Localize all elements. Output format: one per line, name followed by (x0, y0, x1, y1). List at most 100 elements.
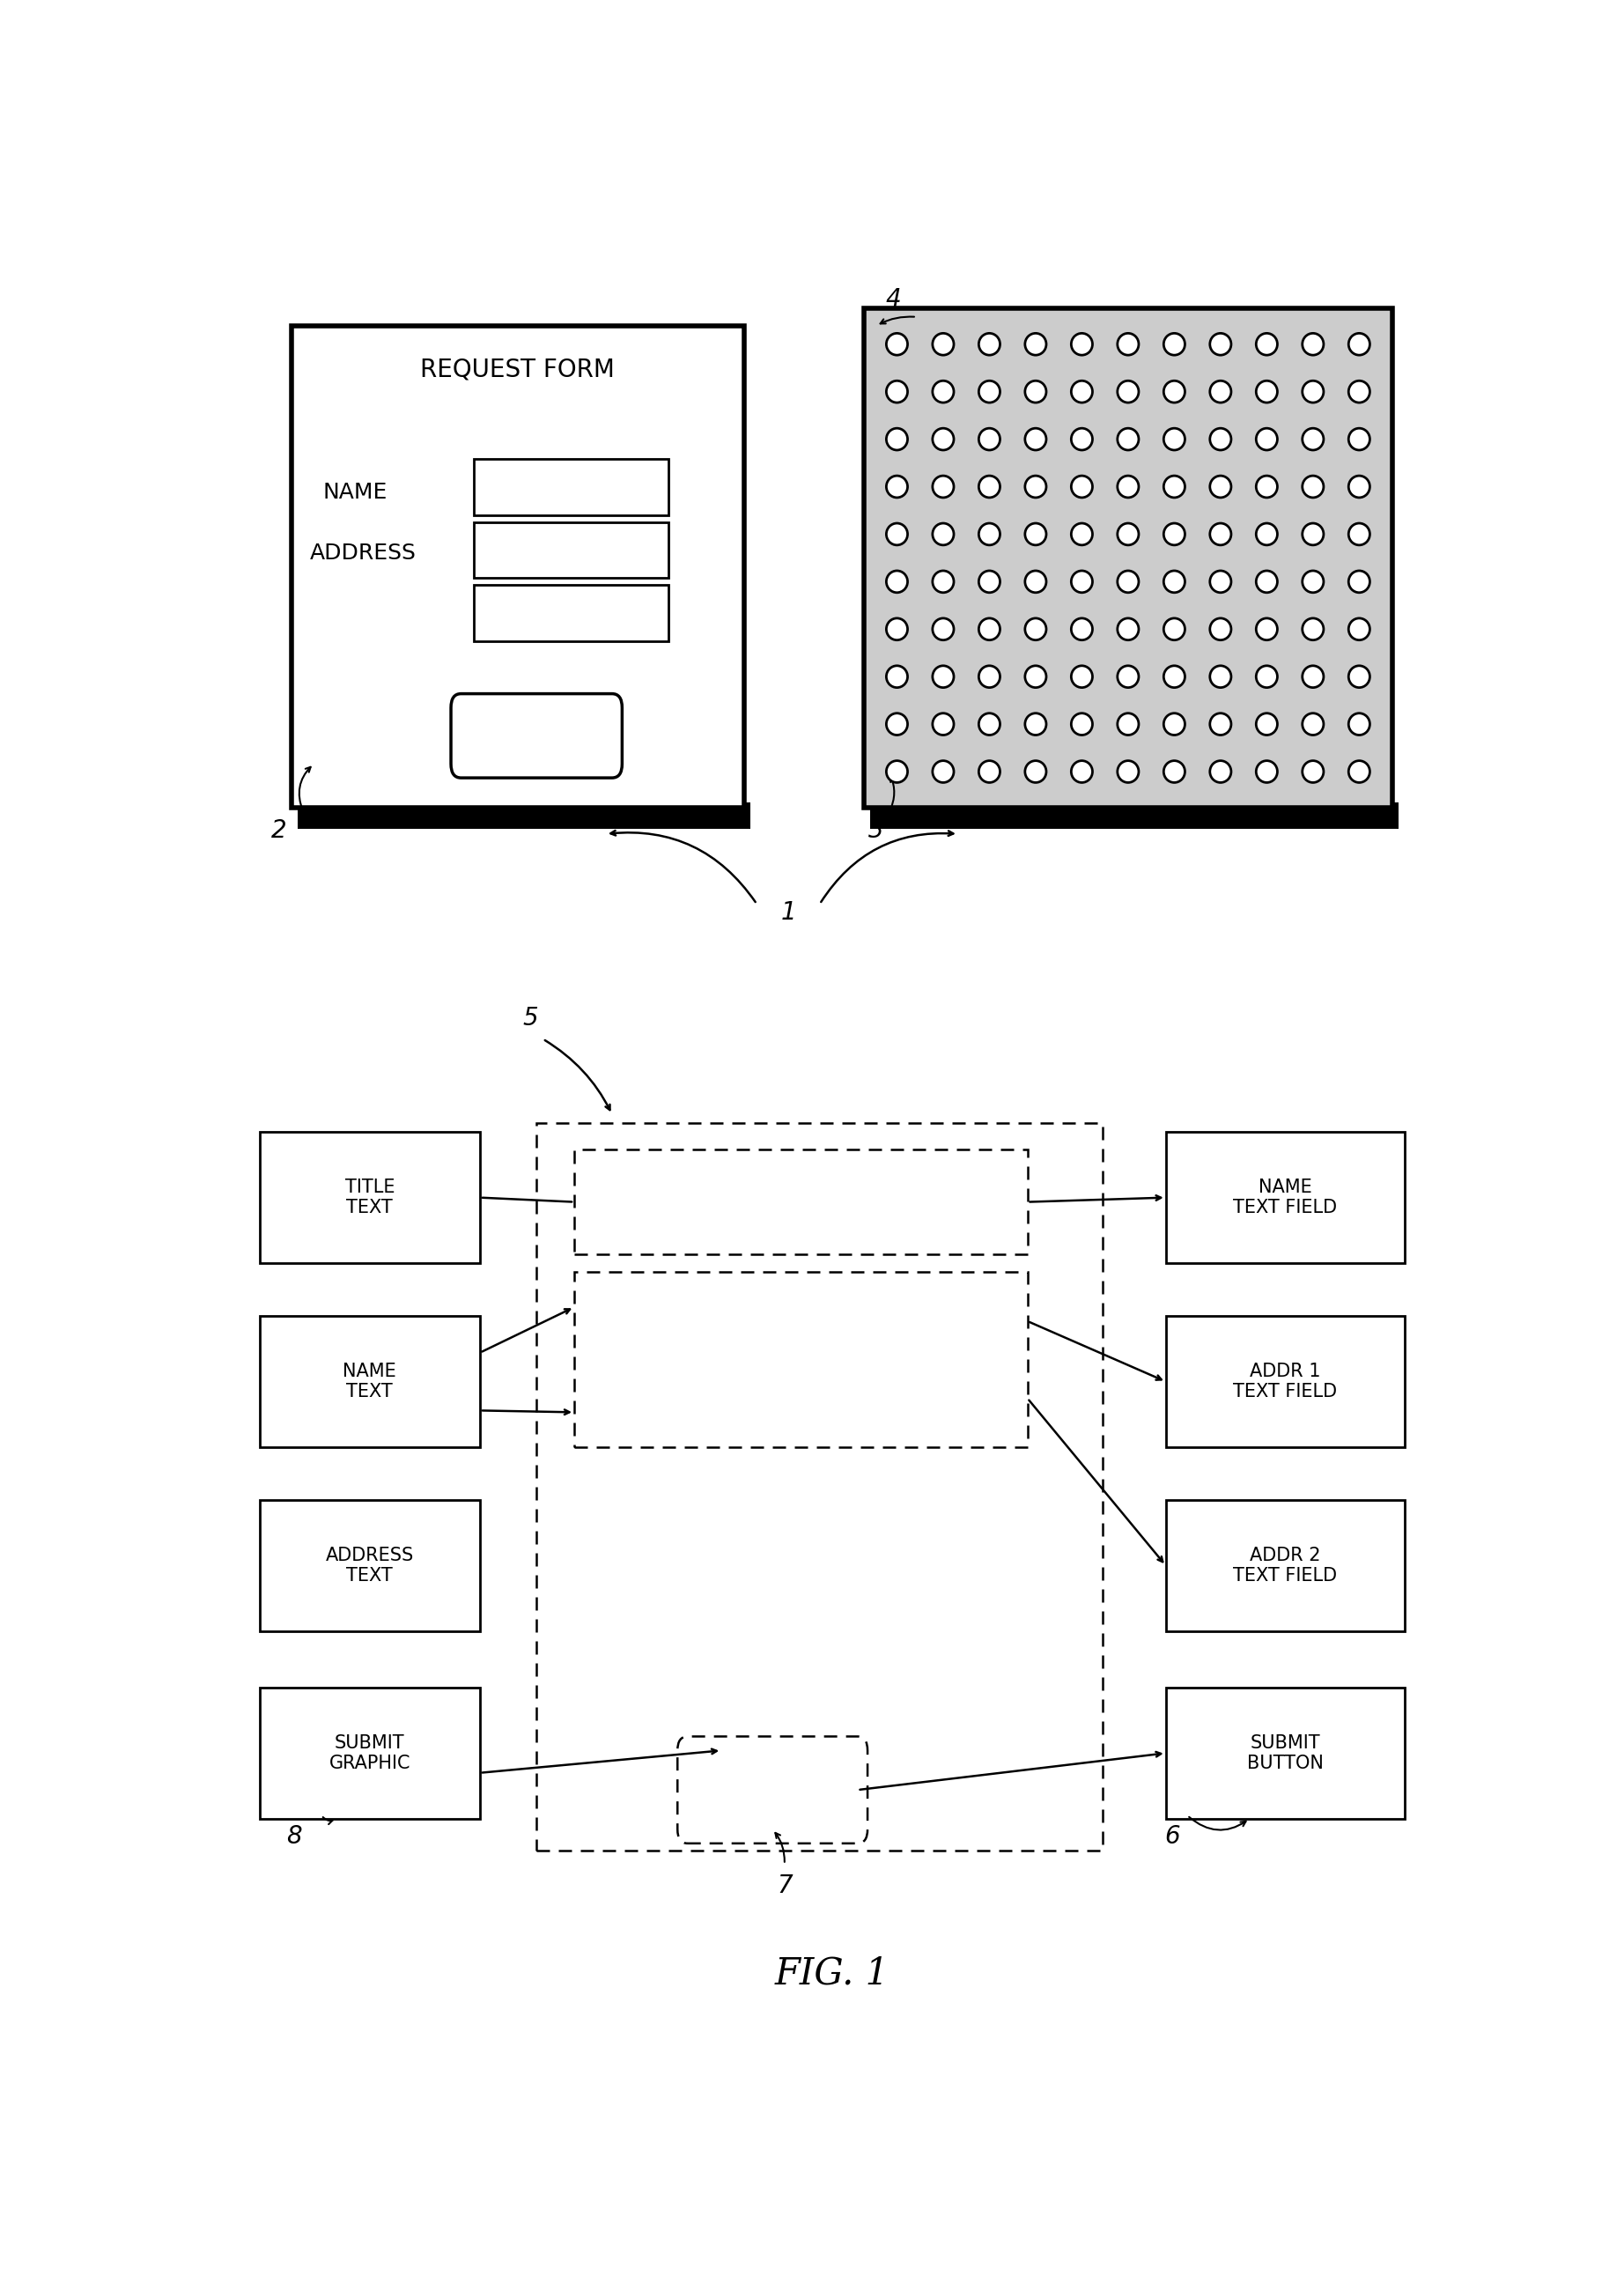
Ellipse shape (1302, 523, 1324, 544)
Bar (864, 307, 1392, 808)
Ellipse shape (1117, 428, 1138, 451)
Bar (474, 460, 669, 514)
Ellipse shape (979, 619, 1000, 640)
Ellipse shape (1164, 712, 1186, 735)
Ellipse shape (1025, 428, 1046, 451)
Ellipse shape (1164, 523, 1186, 544)
Ellipse shape (1117, 332, 1138, 355)
Ellipse shape (979, 665, 1000, 687)
Text: 7: 7 (776, 1873, 793, 1898)
Ellipse shape (1072, 712, 1093, 735)
Text: 5: 5 (523, 1006, 538, 1031)
Ellipse shape (887, 619, 908, 640)
Ellipse shape (887, 665, 908, 687)
Ellipse shape (979, 523, 1000, 544)
Bar (291, 325, 744, 808)
Ellipse shape (979, 332, 1000, 355)
Ellipse shape (1164, 428, 1186, 451)
Ellipse shape (979, 428, 1000, 451)
Ellipse shape (1255, 332, 1278, 355)
Text: 3: 3 (869, 817, 883, 842)
Bar (1166, 1687, 1405, 1819)
Text: SUBMIT: SUBMIT (499, 726, 573, 744)
Ellipse shape (1072, 380, 1093, 403)
Ellipse shape (1025, 523, 1046, 544)
Text: ADDRESS: ADDRESS (310, 544, 416, 564)
Bar (260, 1131, 481, 1263)
Ellipse shape (1072, 428, 1093, 451)
Ellipse shape (1072, 619, 1093, 640)
Ellipse shape (887, 523, 908, 544)
Ellipse shape (979, 380, 1000, 403)
Bar (1166, 1500, 1405, 1632)
Ellipse shape (1072, 332, 1093, 355)
Ellipse shape (932, 523, 953, 544)
Ellipse shape (1348, 665, 1369, 687)
Ellipse shape (1302, 619, 1324, 640)
Ellipse shape (1164, 332, 1186, 355)
Ellipse shape (1255, 380, 1278, 403)
Ellipse shape (1348, 476, 1369, 498)
Bar (474, 585, 669, 642)
Ellipse shape (1164, 380, 1186, 403)
Ellipse shape (887, 380, 908, 403)
Ellipse shape (1164, 476, 1186, 498)
Text: NAME
TEXT: NAME TEXT (343, 1363, 396, 1400)
Ellipse shape (1210, 428, 1231, 451)
Text: SUBMIT
GRAPHIC: SUBMIT GRAPHIC (330, 1734, 411, 1773)
Ellipse shape (932, 332, 953, 355)
Ellipse shape (1164, 619, 1186, 640)
Ellipse shape (887, 571, 908, 592)
Ellipse shape (1164, 571, 1186, 592)
Ellipse shape (1255, 523, 1278, 544)
Ellipse shape (932, 665, 953, 687)
Ellipse shape (1210, 712, 1231, 735)
Ellipse shape (1302, 665, 1324, 687)
Ellipse shape (1302, 760, 1324, 783)
Ellipse shape (1255, 476, 1278, 498)
Ellipse shape (1302, 476, 1324, 498)
Bar (260, 1687, 481, 1819)
Bar (474, 521, 669, 578)
Bar (1166, 1316, 1405, 1448)
Ellipse shape (1348, 332, 1369, 355)
Ellipse shape (1072, 476, 1093, 498)
Ellipse shape (1255, 760, 1278, 783)
Bar (575, 1149, 1028, 1254)
Ellipse shape (1348, 619, 1369, 640)
Ellipse shape (1117, 476, 1138, 498)
Bar (260, 1500, 481, 1632)
Ellipse shape (932, 428, 953, 451)
Ellipse shape (1348, 760, 1369, 783)
Ellipse shape (1164, 760, 1186, 783)
Ellipse shape (1117, 523, 1138, 544)
Ellipse shape (1072, 571, 1093, 592)
Bar (297, 803, 750, 828)
Ellipse shape (1255, 428, 1278, 451)
Ellipse shape (1302, 380, 1324, 403)
Ellipse shape (1210, 571, 1231, 592)
Ellipse shape (932, 571, 953, 592)
Ellipse shape (887, 712, 908, 735)
Ellipse shape (1348, 571, 1369, 592)
Ellipse shape (1072, 523, 1093, 544)
FancyBboxPatch shape (451, 694, 622, 778)
Text: FIG. 1: FIG. 1 (775, 1955, 890, 1992)
Ellipse shape (932, 380, 953, 403)
Text: SUBMIT
BUTTON: SUBMIT BUTTON (1247, 1734, 1324, 1773)
Ellipse shape (979, 571, 1000, 592)
Bar (575, 1272, 1028, 1448)
Text: 6: 6 (1164, 1823, 1181, 1848)
Text: 8: 8 (286, 1823, 302, 1848)
Ellipse shape (932, 619, 953, 640)
Ellipse shape (1025, 380, 1046, 403)
Bar (536, 1122, 1103, 1850)
Text: ADDRESS
TEXT: ADDRESS TEXT (326, 1548, 414, 1584)
Ellipse shape (887, 760, 908, 783)
Ellipse shape (1025, 665, 1046, 687)
Ellipse shape (1348, 428, 1369, 451)
Text: TITLE
TEXT: TITLE TEXT (344, 1179, 395, 1218)
Text: 4: 4 (885, 287, 901, 312)
Ellipse shape (1117, 665, 1138, 687)
Ellipse shape (979, 476, 1000, 498)
